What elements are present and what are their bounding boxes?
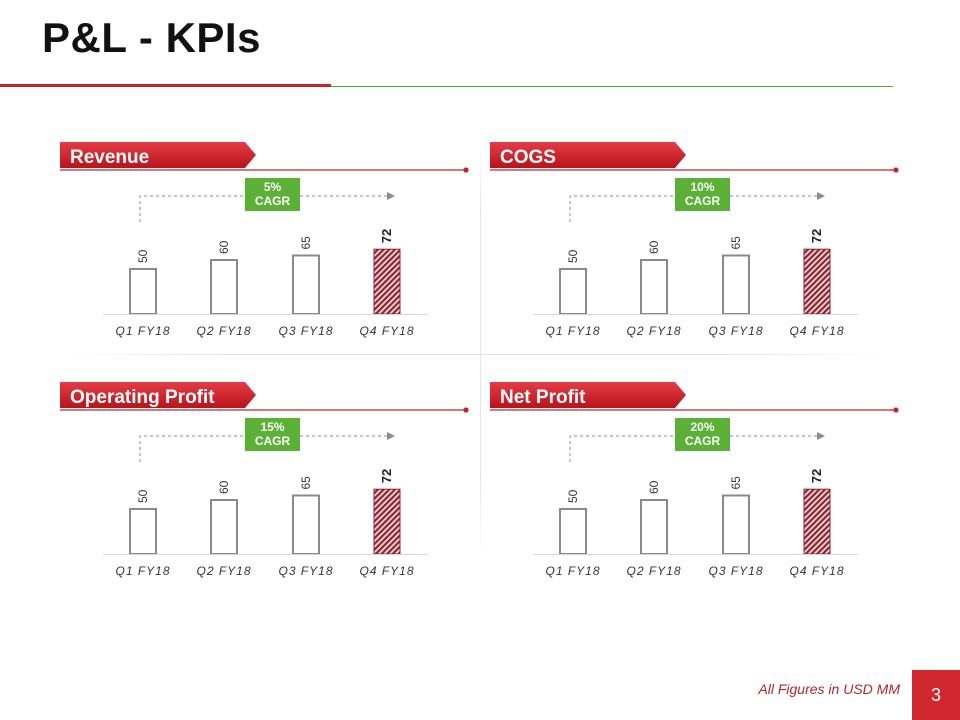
category-label: Q4 FY18 — [359, 324, 414, 338]
cagr-label: CAGR — [255, 194, 291, 208]
header-underline-dot — [893, 167, 899, 173]
cagr-badge — [245, 418, 300, 451]
bar-value-label: 72 — [809, 229, 824, 243]
bar-value-label: 50 — [136, 489, 150, 503]
net-profit-chart: Net Profit 20%CAGR 50 Q1 FY18 60 Q2 FY18 65 Q3 … — [490, 382, 899, 578]
bar-value-label: 60 — [217, 240, 231, 254]
bar — [640, 259, 668, 315]
chart-header-ribbon — [490, 382, 686, 408]
cagr-label: CAGR — [255, 434, 291, 448]
cagr-value: 10% — [690, 180, 714, 194]
cagr-arrowhead — [387, 192, 395, 200]
category-label: Q1 FY18 — [115, 564, 170, 578]
bar-value-label: 72 — [379, 229, 394, 243]
chart-header-ribbon — [490, 142, 686, 168]
chart-title: Revenue — [70, 147, 149, 168]
operating-profit-chart: Operating Profit 15%CAGR 50 Q1 FY18 60 Q2 FY1… — [60, 382, 469, 578]
cogs-chart-panel: COGS 10% CAGR 50 Q1 FY18 60 Q2 FY18 65 Q3 FY18 72… — [488, 138, 908, 353]
bar-value-label: 65 — [729, 476, 743, 490]
bar-value-label: 72 — [379, 469, 394, 483]
cagr-label: CAGR — [685, 434, 721, 448]
category-label: Q3 FY18 — [278, 564, 333, 578]
title-underline-green — [331, 86, 893, 87]
bar-value-label: 65 — [729, 236, 743, 250]
bar — [129, 268, 157, 315]
header-underline-dot — [463, 167, 469, 173]
category-label: Q2 FY18 — [626, 564, 681, 578]
cagr-badge — [675, 178, 730, 211]
bar — [129, 508, 157, 555]
chart-title: Net Profit — [500, 387, 586, 408]
category-label: Q4 FY18 — [789, 564, 844, 578]
category-label: Q1 FY18 — [115, 324, 170, 338]
bar-highlighted — [373, 488, 401, 555]
bar-value-label: 60 — [647, 480, 661, 494]
cogs-chart: COGS 10%CAGR 50 Q1 FY18 60 Q2 FY18 65 Q3 FY18 72… — [490, 142, 899, 338]
bar — [722, 254, 750, 315]
cagr-arrow-line — [569, 195, 817, 222]
cagr-value: 20% — [690, 420, 714, 434]
bar-value-label: 50 — [566, 489, 580, 503]
bar-highlighted — [803, 248, 831, 315]
category-label: Q4 FY18 — [359, 564, 414, 578]
chart-header-ribbon — [60, 142, 256, 168]
cagr-arrowhead — [387, 432, 395, 440]
page-title: P&L - KPIs — [42, 14, 261, 61]
vertical-divider — [480, 130, 481, 560]
cagr-arrowhead — [817, 192, 825, 200]
cagr-badge — [245, 178, 300, 211]
bar-value-label: 60 — [217, 480, 231, 494]
page-number: 3 — [912, 670, 960, 720]
category-label: Q3 FY18 — [708, 324, 763, 338]
bar — [559, 268, 587, 315]
category-label: Q4 FY18 — [789, 324, 844, 338]
footer-note: All Figures in USD MM — [758, 681, 900, 697]
category-label: Q3 FY18 — [708, 564, 763, 578]
revenue-chart-panel: Revenue 5% CAGR 50 Q1 FY18 60 Q2 FY18 65 Q3 FY18… — [58, 138, 478, 353]
cagr-arrow-line — [569, 435, 817, 462]
bar — [292, 494, 320, 555]
category-label: Q1 FY18 — [545, 324, 600, 338]
bar — [640, 499, 668, 555]
header-underline-dot — [893, 407, 899, 413]
category-label: Q1 FY18 — [545, 564, 600, 578]
cagr-label: CAGR — [685, 194, 721, 208]
cagr-value: 15% — [260, 420, 284, 434]
bar-value-label: 50 — [136, 249, 150, 263]
bar-value-label: 65 — [299, 236, 313, 250]
title-underline-red — [0, 84, 331, 87]
bar — [210, 259, 238, 315]
cagr-value: 5% — [264, 180, 282, 194]
cagr-arrowhead — [817, 432, 825, 440]
category-label: Q2 FY18 — [196, 324, 251, 338]
chart-header-ribbon — [60, 382, 256, 408]
horizontal-divider — [60, 354, 890, 355]
header-underline-dot — [463, 407, 469, 413]
operating-profit-chart-panel: Operating Profit 15% CAGR 50 Q1 FY18 60 Q2 FY1… — [58, 378, 478, 593]
cagr-badge — [675, 418, 730, 451]
category-label: Q2 FY18 — [626, 324, 681, 338]
bar — [292, 254, 320, 315]
bar — [559, 508, 587, 555]
bar — [722, 494, 750, 555]
bar-value-label: 60 — [647, 240, 661, 254]
category-label: Q3 FY18 — [278, 324, 333, 338]
bar — [210, 499, 238, 555]
chart-title: Operating Profit — [70, 387, 215, 408]
bar-value-label: 72 — [809, 469, 824, 483]
cagr-arrow-line — [139, 435, 387, 462]
cagr-arrow-line — [139, 195, 387, 222]
revenue-chart: Revenue 5%CAGR 50 Q1 FY18 60 Q2 FY18 65 Q3 FY18… — [60, 142, 469, 338]
bar-highlighted — [803, 488, 831, 555]
bar-highlighted — [373, 248, 401, 315]
chart-title: COGS — [500, 147, 556, 168]
bar-value-label: 50 — [566, 249, 580, 263]
bar-value-label: 65 — [299, 476, 313, 490]
category-label: Q2 FY18 — [196, 564, 251, 578]
net-profit-chart-panel: Net Profit 20% CAGR 50 Q1 FY18 60 Q2 FY18 65 Q3 … — [488, 378, 908, 593]
